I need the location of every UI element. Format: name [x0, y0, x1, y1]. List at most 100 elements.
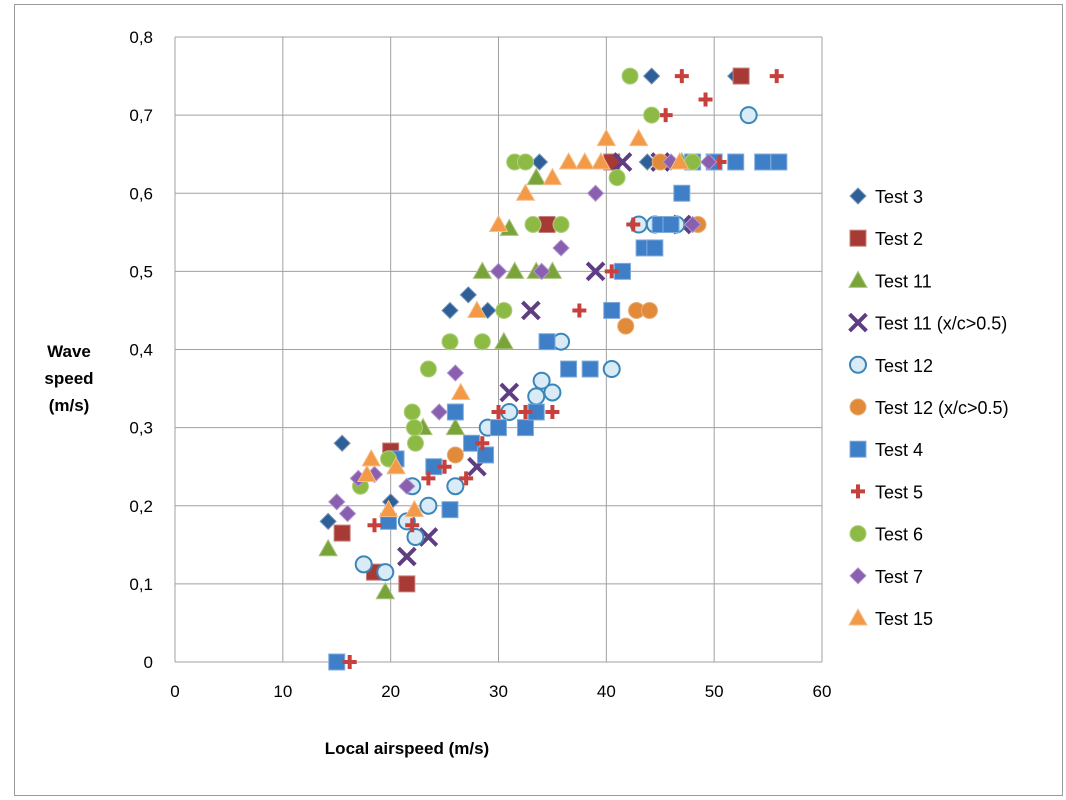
legend-item: Test 12 (x/c>0.5) — [849, 398, 1009, 418]
series-6 — [446, 153, 707, 464]
data-point — [602, 360, 621, 379]
data-point — [560, 360, 578, 378]
data-point — [328, 493, 346, 511]
x-tick-label: 50 — [705, 682, 724, 701]
data-point — [489, 262, 508, 281]
data-point — [494, 331, 514, 350]
legend-item: Test 3 — [849, 187, 923, 207]
legend-marker — [849, 440, 867, 458]
legend-item: Test 11 — [848, 270, 932, 291]
data-point — [437, 459, 452, 474]
data-point — [333, 434, 351, 452]
data-point — [477, 446, 495, 464]
data-point — [604, 264, 619, 279]
data-point — [419, 496, 438, 515]
data-point — [473, 333, 491, 351]
data-point — [504, 261, 525, 279]
data-point — [770, 153, 788, 171]
data-point — [643, 106, 661, 124]
y-tick-label: 0,8 — [129, 28, 153, 47]
legend-marker — [849, 525, 867, 543]
y-tick-label: 0,6 — [129, 184, 153, 203]
data-point — [404, 499, 425, 518]
data-point — [515, 183, 536, 201]
data-point — [446, 364, 465, 382]
data-point — [378, 499, 399, 518]
data-point — [732, 67, 750, 85]
legend-label: Test 7 — [875, 567, 923, 587]
data-point — [596, 128, 617, 147]
data-point — [698, 92, 713, 107]
legend-marker — [849, 567, 867, 585]
y-axis-title-line: Wave — [47, 342, 91, 361]
legend-marker — [848, 312, 868, 333]
data-point — [700, 153, 718, 171]
data-point — [674, 69, 689, 84]
x-tick-label: 40 — [597, 682, 616, 701]
data-point — [397, 546, 417, 567]
legend: Test 3 Test 2 Test 11 Test 11 (x/c>0.5) Test… — [848, 187, 1009, 629]
data-point — [727, 153, 745, 171]
y-axis-title-line: speed — [44, 369, 93, 388]
legend-marker — [849, 229, 867, 247]
data-point — [617, 317, 635, 335]
data-point — [739, 106, 758, 125]
data-point — [543, 383, 562, 402]
data-point — [354, 555, 373, 574]
x-tick-label: 30 — [489, 682, 508, 701]
data-point — [516, 153, 534, 171]
data-point — [328, 653, 346, 671]
series-7 — [328, 153, 788, 671]
data-point — [421, 471, 436, 486]
data-point — [446, 446, 464, 464]
data-point — [669, 151, 690, 170]
series-11 — [357, 128, 690, 518]
data-point — [524, 216, 542, 233]
data-point — [386, 456, 406, 475]
data-point — [769, 69, 784, 84]
data-point — [333, 524, 351, 542]
data-point — [558, 151, 579, 170]
data-point — [446, 403, 464, 421]
legend-label: Test 2 — [875, 229, 923, 249]
x-tick-label: 10 — [273, 682, 292, 701]
legend-marker — [851, 484, 865, 499]
legend-item: Test 15 — [848, 607, 933, 629]
legend-marker — [849, 398, 867, 416]
data-point — [342, 655, 357, 669]
data-point — [646, 239, 664, 257]
legend-label: Test 5 — [875, 482, 923, 502]
data-point — [591, 151, 611, 170]
y-tick-label: 0,4 — [129, 341, 153, 360]
legend-label: Test 11 — [875, 271, 932, 291]
data-point — [754, 153, 772, 171]
data-point — [406, 434, 424, 452]
data-point — [490, 419, 507, 437]
data-point — [658, 108, 673, 123]
data-point — [445, 417, 466, 436]
data-point — [403, 403, 421, 421]
data-point — [586, 184, 605, 202]
x-tick-label: 60 — [813, 682, 832, 701]
legend-item: Test 2 — [849, 229, 923, 249]
data-point — [475, 436, 490, 451]
data-point — [608, 169, 626, 187]
scatter-chart: 00,10,20,30,40,50,60,70,8 0 10 20 30 40 50 60 … — [44, 28, 1009, 758]
x-axis-title: Local airspeed (m/s) — [325, 739, 489, 758]
legend-item: Test 6 — [849, 525, 923, 545]
x-tick-labels: 0 10 20 30 40 50 60 — [170, 682, 831, 701]
y-tick-labels: 0 0,1 0,2 0,3 0,4 0,5 0,6 0,7 0,8 — [129, 28, 153, 672]
data-point — [574, 151, 595, 170]
legend-label: Test 4 — [875, 440, 923, 460]
data-points — [318, 67, 788, 671]
data-point — [640, 301, 658, 319]
data-point — [441, 501, 459, 519]
series-8 — [342, 69, 784, 669]
legend-item: Test 4 — [849, 440, 923, 460]
data-point — [441, 333, 459, 351]
x-tick-label: 20 — [381, 682, 400, 701]
data-point — [459, 286, 478, 304]
data-point — [542, 167, 563, 186]
data-point — [662, 216, 680, 233]
legend-label: Test 3 — [875, 187, 923, 207]
